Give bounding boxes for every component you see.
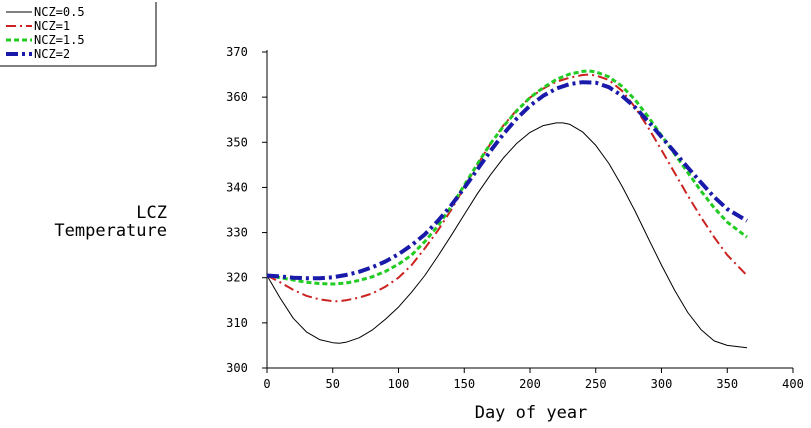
legend-label: NCZ=2 — [34, 47, 70, 61]
x-tick-label: 250 — [585, 377, 607, 391]
y-tick-label: 360 — [226, 90, 248, 104]
y-axis-label-line2: Temperature — [54, 221, 167, 241]
y-tick-label: 330 — [226, 226, 248, 240]
series-line-ncz-0-5 — [266, 122, 748, 349]
x-tick-label: 50 — [326, 377, 340, 391]
legend-label: NCZ=1.5 — [34, 33, 85, 47]
x-tick-label: 0 — [263, 377, 270, 391]
x-tick-label: 200 — [519, 377, 541, 391]
x-axis-label: Day of year — [475, 403, 588, 423]
x-tick-label: 400 — [782, 377, 804, 391]
y-axis-label-line1: LCZ — [136, 203, 167, 223]
x-tick-label: 350 — [716, 377, 738, 391]
y-tick-label: 350 — [226, 135, 248, 149]
y-tick-label: 300 — [226, 361, 248, 375]
legend-label: NCZ=1 — [34, 19, 70, 33]
series-layer — [266, 69, 749, 349]
series-line-ncz-1 — [266, 73, 748, 303]
series-line-ncz-2 — [266, 80, 749, 281]
y-tick-label: 370 — [226, 45, 248, 59]
legend-label: NCZ=0.5 — [34, 5, 85, 19]
x-tick-label: 100 — [388, 377, 410, 391]
y-tick-label: 340 — [226, 180, 248, 194]
tick-labels: 0 50 100 150 200 250 300 350 400 300 310 320 330 340 3… — [226, 45, 804, 391]
y-tick-label: 310 — [226, 316, 248, 330]
series-line-ncz-1-5 — [266, 69, 748, 286]
x-tick-label: 150 — [453, 377, 475, 391]
axes — [262, 50, 794, 373]
x-tick-label: 300 — [651, 377, 673, 391]
y-tick-label: 320 — [226, 271, 248, 285]
